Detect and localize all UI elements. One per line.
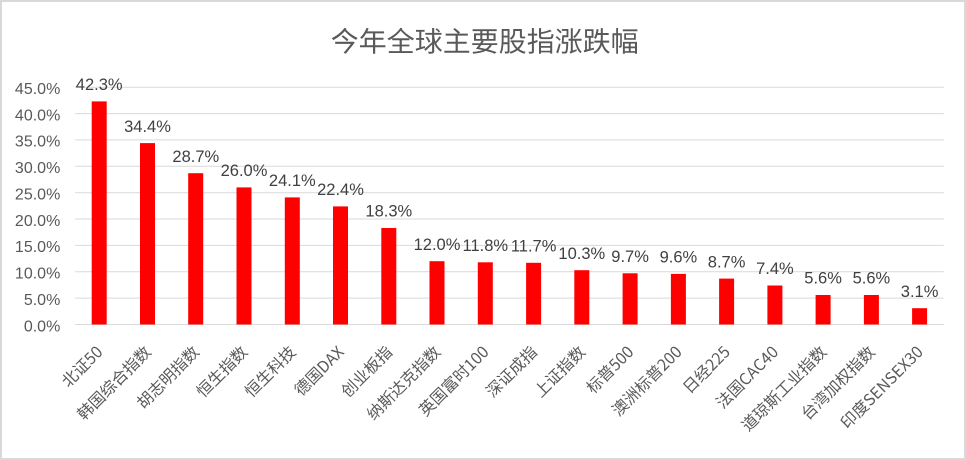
- svg-text:15.0%: 15.0%: [15, 239, 60, 256]
- svg-text:9.6%: 9.6%: [660, 249, 698, 267]
- svg-text:10.0%: 10.0%: [15, 266, 60, 283]
- svg-text:24.1%: 24.1%: [269, 172, 316, 190]
- svg-text:40.0%: 40.0%: [15, 107, 60, 124]
- svg-text:22.4%: 22.4%: [317, 181, 364, 199]
- svg-text:9.7%: 9.7%: [611, 248, 649, 266]
- svg-text:8.7%: 8.7%: [708, 253, 746, 271]
- svg-text:26.0%: 26.0%: [221, 162, 268, 180]
- svg-text:11.7%: 11.7%: [511, 238, 557, 256]
- svg-text:45.0%: 45.0%: [15, 81, 60, 98]
- svg-text:12.0%: 12.0%: [414, 236, 461, 254]
- svg-text:3.1%: 3.1%: [901, 283, 939, 301]
- svg-text:5.6%: 5.6%: [804, 270, 842, 288]
- svg-text:42.3%: 42.3%: [76, 76, 123, 94]
- svg-text:11.8%: 11.8%: [463, 237, 509, 255]
- svg-text:25.0%: 25.0%: [15, 187, 60, 204]
- svg-text:30.0%: 30.0%: [15, 160, 60, 177]
- svg-text:10.3%: 10.3%: [558, 245, 605, 263]
- svg-text:34.4%: 34.4%: [124, 118, 171, 136]
- svg-text:0.0%: 0.0%: [24, 318, 60, 335]
- svg-text:35.0%: 35.0%: [15, 134, 60, 151]
- svg-text:18.3%: 18.3%: [365, 203, 412, 221]
- svg-text:5.0%: 5.0%: [24, 292, 60, 309]
- svg-text:5.6%: 5.6%: [853, 270, 891, 288]
- svg-text:7.4%: 7.4%: [756, 260, 794, 278]
- svg-text:20.0%: 20.0%: [15, 213, 60, 230]
- svg-text:28.7%: 28.7%: [172, 148, 219, 166]
